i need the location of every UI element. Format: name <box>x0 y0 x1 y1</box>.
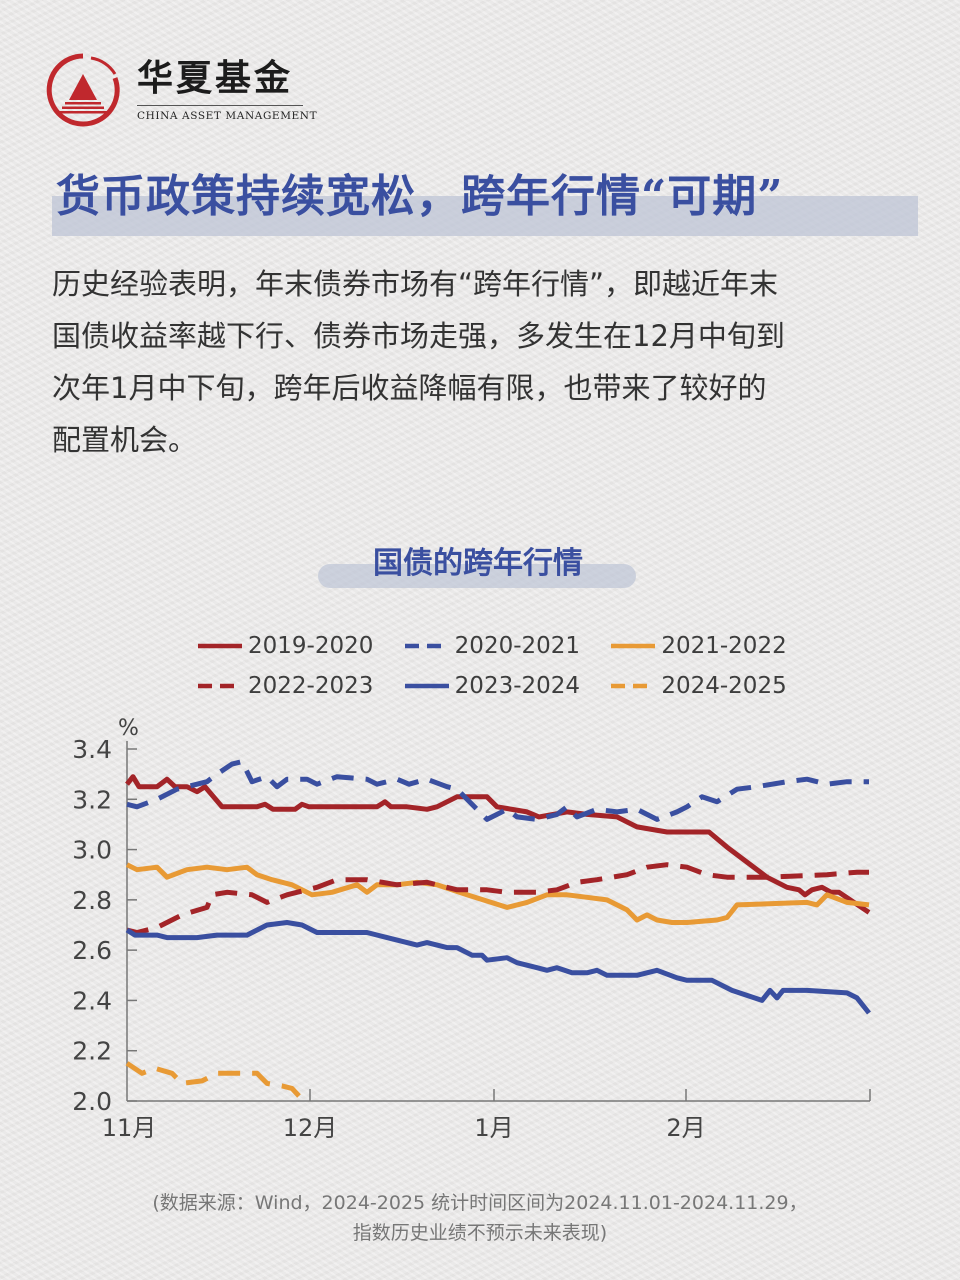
y-tick-label: 2.0 <box>72 1087 112 1116</box>
y-tick-label: 2.4 <box>72 986 112 1015</box>
legend-row: 2022-2023 2023-2024 2024-2025 <box>198 666 818 706</box>
intro-line: 历史经验表明，年末债券市场有“跨年行情”，即越近年末 <box>52 267 779 301</box>
series-line-2023-2024 <box>125 920 871 1015</box>
intro-paragraph: 历史经验表明，年末债券市场有“跨年行情”，即越近年末 国债收益率越下行、债券市场… <box>52 258 922 466</box>
legend-item: 2022-2023 <box>198 673 405 699</box>
source-note: (数据来源：Wind，2024-2025 统计时间区间为2024.11.01-2… <box>60 1188 900 1248</box>
intro-line: 国债收益率越下行、债券市场走强，多发生在12月中旬到 <box>52 319 785 353</box>
y-tick-label: 2.6 <box>72 936 112 965</box>
brand-divider <box>137 104 303 106</box>
y-tick-label: 3.4 <box>72 735 112 764</box>
legend-item: 2019-2020 <box>198 633 405 659</box>
legend-swatch-icon <box>611 683 656 689</box>
series-line-2024-2025 <box>125 1061 301 1098</box>
intro-line: 次年1月中下旬，跨年后收益降幅有限，也带来了较好的 <box>52 371 767 405</box>
y-unit-label: % <box>118 716 139 741</box>
brand-logo: 华夏基金 CHINA ASSET MANAGEMENT <box>45 52 317 128</box>
series-line-2020-2021 <box>126 759 869 822</box>
y-tick-label: 3.0 <box>72 836 112 865</box>
x-tick-label: 2月 <box>666 1114 705 1142</box>
series-line-2022-2023 <box>126 862 869 935</box>
headline-block: 货币政策持续宽松，跨年行情“可期” <box>52 160 920 240</box>
intro-line: 配置机会。 <box>52 423 198 457</box>
source-line: 指数历史业绩不预示未来表现) <box>352 1222 608 1244</box>
legend-label: 2023-2024 <box>454 673 581 699</box>
chart-title: 国债的跨年行情 <box>373 546 583 581</box>
legend-swatch-icon <box>198 683 242 689</box>
legend-label: 2021-2022 <box>661 633 787 659</box>
legend-swatch-icon <box>611 643 656 649</box>
legend-swatch-icon <box>198 643 242 649</box>
legend-label: 2022-2023 <box>248 673 374 699</box>
x-tick-label: 1月 <box>474 1114 513 1142</box>
legend-swatch-icon <box>404 643 449 649</box>
legend-item: 2024-2025 <box>611 673 818 699</box>
legend-label: 2020-2021 <box>454 633 581 659</box>
legend-swatch-icon <box>404 683 449 689</box>
source-line: (数据来源：Wind，2024-2025 统计时间区间为2024.11.01-2… <box>152 1192 808 1214</box>
legend-item: 2021-2022 <box>611 633 818 659</box>
legend-label: 2024-2025 <box>661 673 787 699</box>
chart-legend: 2019-2020 2020-2021 2021-2022 2022-2023 2023… <box>198 626 818 706</box>
headline-highlight <box>52 196 918 236</box>
legend-row: 2019-2020 2020-2021 2021-2022 <box>198 626 818 666</box>
chart-title-highlight <box>318 564 636 588</box>
triangle-in-circle-icon <box>45 52 121 128</box>
brand-name-cn: 华夏基金 <box>137 57 294 99</box>
x-tick-label: 12月 <box>283 1114 338 1142</box>
legend-label: 2019-2020 <box>248 633 374 659</box>
y-tick-label: 2.8 <box>72 886 112 915</box>
legend-item: 2023-2024 <box>404 673 612 699</box>
y-tick-label: 2.2 <box>72 1037 112 1066</box>
series-line-2021-2022 <box>125 862 870 925</box>
y-tick-label: 3.2 <box>72 785 112 814</box>
brand-name-en: CHINA ASSET MANAGEMENT <box>137 109 318 122</box>
page-title: 货币政策持续宽松，跨年行情“可期” <box>56 171 784 222</box>
chart-title-block: 国债的跨年行情 <box>318 538 638 588</box>
legend-item: 2020-2021 <box>404 633 612 659</box>
x-tick-label: 11月 <box>102 1114 157 1142</box>
series-line-2019-2020 <box>125 774 871 915</box>
